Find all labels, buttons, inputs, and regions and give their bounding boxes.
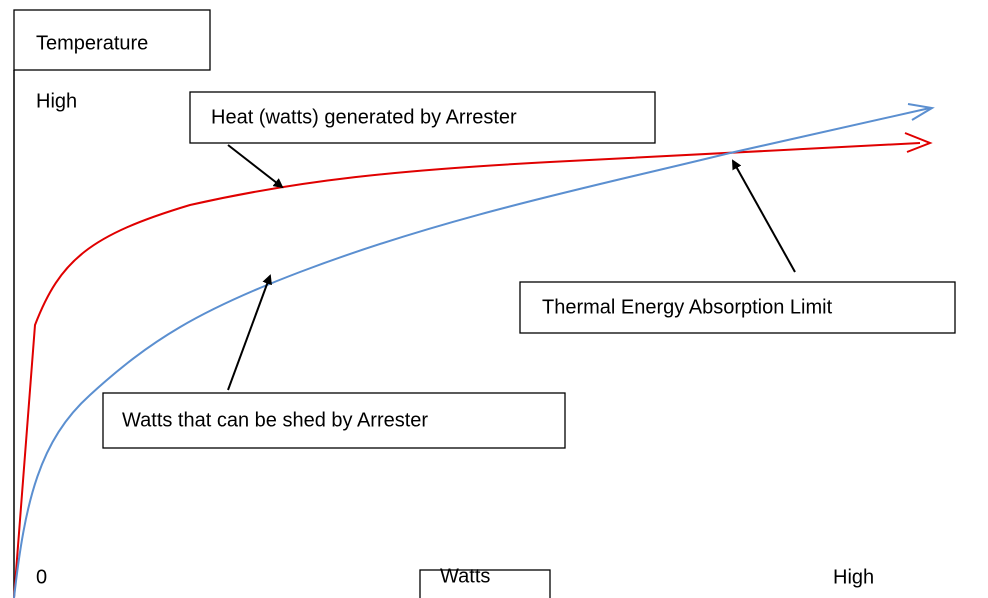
heat-label-box (189, 91, 656, 144)
y-title: Temperature (36, 32, 148, 54)
y-title-box (13, 9, 211, 71)
heat-arrowhead (904, 132, 933, 153)
limit-label-box (519, 281, 956, 334)
shed-arrowhead (907, 103, 935, 121)
heat-label: Heat (watts) generated by Arrester (211, 106, 517, 128)
shed-label: Watts that can be shed by Arrester (122, 409, 428, 431)
x-title-box (419, 569, 551, 598)
x-origin-label: 0 (36, 566, 47, 588)
shed-pointer (227, 274, 272, 391)
y-high-label: High (36, 90, 77, 112)
limit-pointer (732, 159, 796, 273)
heat-pointer (227, 144, 284, 189)
heat-curve (13, 142, 921, 598)
shed-label-box (102, 392, 566, 449)
x-title: Watts (440, 565, 490, 587)
limit-label: Thermal Energy Absorption Limit (542, 296, 833, 318)
shed-curve (13, 107, 931, 598)
x-high-label: High (833, 566, 874, 588)
